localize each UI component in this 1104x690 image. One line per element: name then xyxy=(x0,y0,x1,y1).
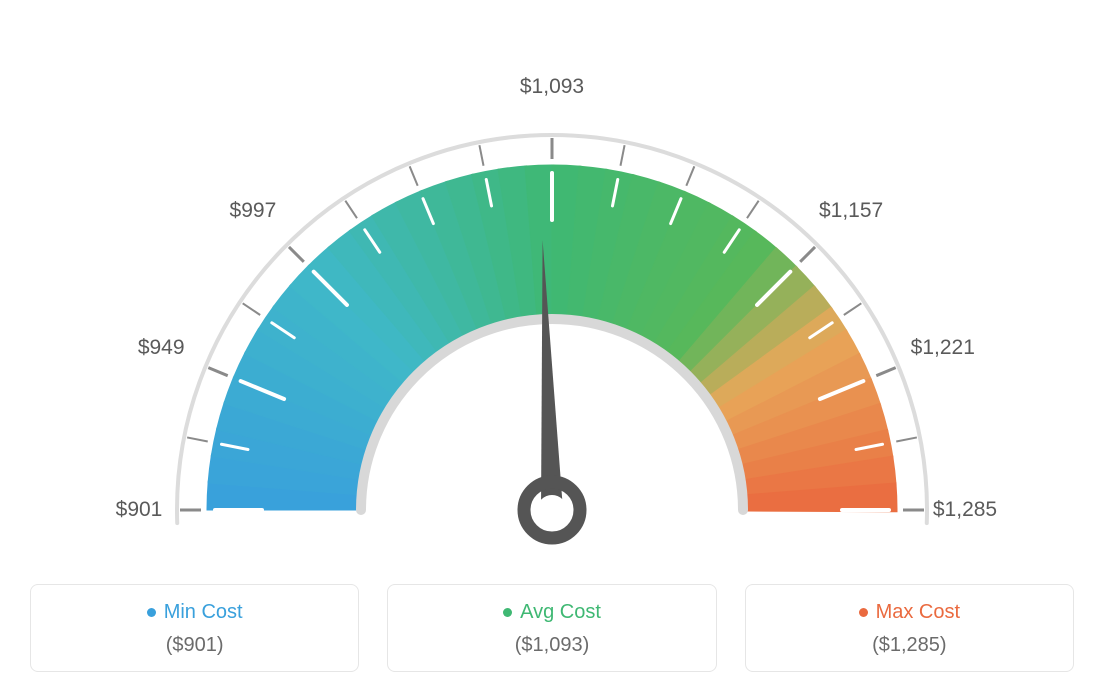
legend-value-avg: ($1,093) xyxy=(398,634,705,657)
legend-text-min: Min Cost xyxy=(164,601,243,624)
legend-card-min: Min Cost ($901) xyxy=(30,584,359,672)
legend-label-max: Max Cost xyxy=(756,601,1063,624)
dot-min xyxy=(147,608,156,617)
legend-text-avg: Avg Cost xyxy=(520,601,601,624)
legend-row: Min Cost ($901) Avg Cost ($1,093) Max Co… xyxy=(0,584,1104,672)
tick-label: $1,093 xyxy=(520,75,584,99)
tick-label: $997 xyxy=(230,199,277,223)
gauge-area: $901 $949 $997 $1,093 $1,157 $1,221 $1,285 xyxy=(0,0,1104,565)
legend-label-avg: Avg Cost xyxy=(398,601,705,624)
legend-card-max: Max Cost ($1,285) xyxy=(745,584,1074,672)
dot-avg xyxy=(503,608,512,617)
tick-label: $949 xyxy=(138,336,185,360)
legend-label-min: Min Cost xyxy=(41,601,348,624)
legend-text-max: Max Cost xyxy=(876,601,960,624)
tick-label: $1,285 xyxy=(933,498,997,522)
tick-label: $901 xyxy=(116,498,163,522)
dot-max xyxy=(859,608,868,617)
tick-label: $1,157 xyxy=(819,199,883,223)
legend-value-min: ($901) xyxy=(41,634,348,657)
legend-card-avg: Avg Cost ($1,093) xyxy=(387,584,716,672)
cost-gauge-chart: $901 $949 $997 $1,093 $1,157 $1,221 $1,285 Min… xyxy=(0,0,1104,690)
legend-value-max: ($1,285) xyxy=(756,634,1063,657)
tick-label: $1,221 xyxy=(911,336,975,360)
